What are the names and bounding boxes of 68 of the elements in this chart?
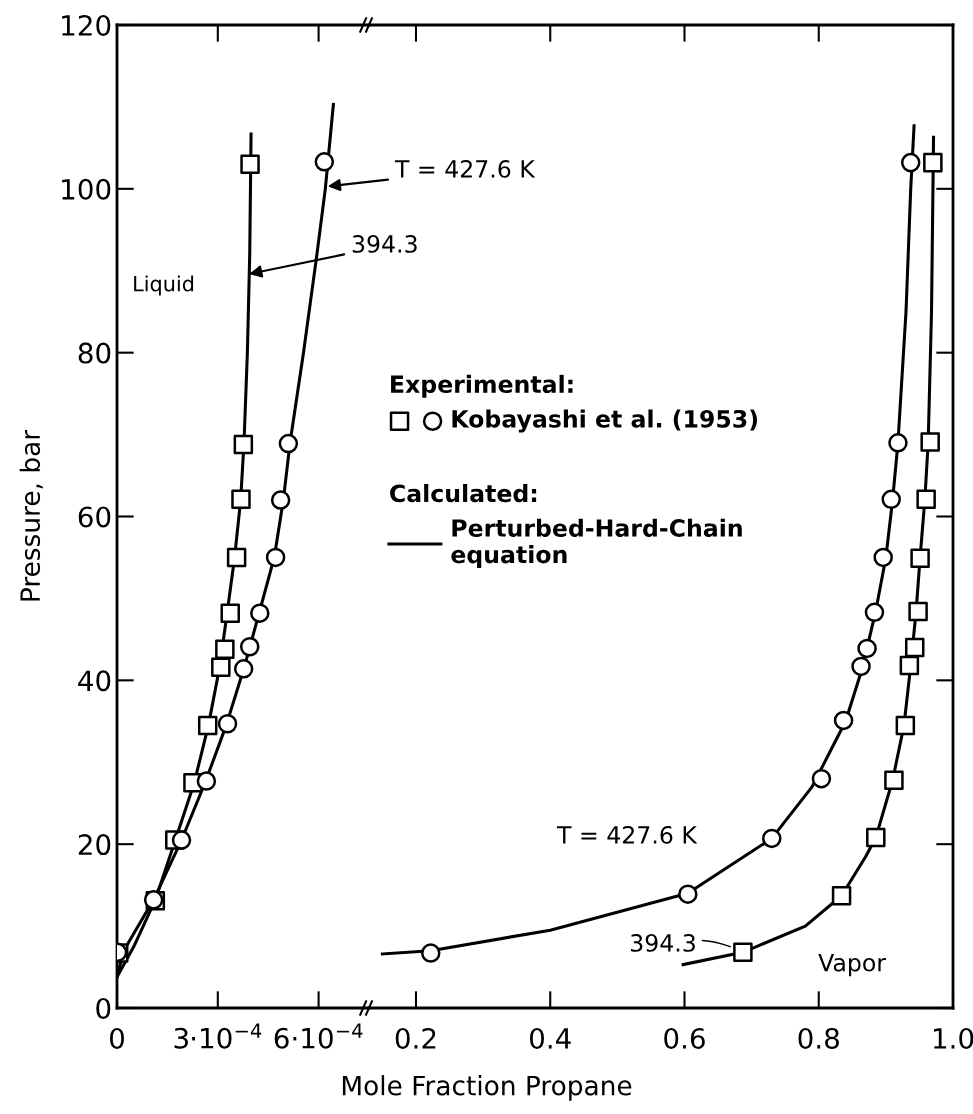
point — [196, 771, 217, 791]
annotation: 394.3 — [352, 234, 417, 253]
y-tick-label: 20 — [78, 834, 111, 856]
point — [265, 547, 286, 568]
point — [884, 770, 904, 791]
y-tick-label: 120 — [62, 14, 111, 36]
point — [171, 830, 192, 850]
annotation: 394.3 — [631, 933, 695, 952]
point — [239, 636, 260, 657]
point — [240, 154, 260, 175]
y-tick-label: 80 — [78, 342, 111, 364]
point — [873, 547, 893, 568]
point — [833, 710, 854, 731]
point — [215, 639, 235, 659]
point — [916, 489, 936, 510]
point — [831, 886, 852, 906]
x-tick-label: 3·10$^{−4}$ — [174, 1023, 262, 1049]
x-tick-label: 1.0 — [933, 1027, 973, 1049]
point — [881, 489, 901, 510]
point — [857, 638, 877, 659]
annotation: T = 427.6 K — [394, 159, 536, 178]
annotation: Liquid — [134, 275, 194, 296]
point — [211, 657, 231, 677]
x-axis-title: Mole Fraction Propane — [342, 1075, 632, 1101]
legend-title: Experimental: — [391, 374, 573, 398]
x-tick-label: 0.6 — [664, 1027, 705, 1049]
point — [864, 602, 885, 623]
point — [197, 715, 218, 736]
point — [923, 152, 943, 173]
point — [226, 547, 247, 568]
point — [270, 490, 291, 510]
x-tick-label: 6·10$^{−4}$ — [274, 1023, 363, 1049]
annotation: Vapor — [818, 954, 887, 977]
x-tick-label: 0.4 — [529, 1027, 571, 1049]
point — [250, 603, 270, 623]
legend-label: Kobayashi et al. (1953) — [452, 409, 758, 433]
point — [895, 715, 916, 736]
point — [278, 433, 299, 454]
point — [762, 828, 782, 849]
point — [851, 656, 871, 677]
point — [678, 884, 698, 904]
point — [888, 433, 908, 453]
point — [811, 768, 832, 789]
point — [733, 942, 753, 963]
point — [899, 655, 920, 676]
point — [866, 827, 886, 848]
point — [910, 548, 930, 569]
point — [314, 152, 335, 172]
point — [217, 713, 238, 734]
y-axis-title: Pressure, bar — [19, 429, 43, 601]
point — [908, 601, 928, 622]
y-tick-label: 100 — [62, 178, 111, 200]
point — [900, 152, 921, 173]
point — [233, 434, 254, 455]
y-tick-label: 0 — [96, 997, 111, 1019]
x-tick-label: 0.8 — [798, 1027, 839, 1049]
point — [920, 432, 940, 452]
annotation: T = 427.6 K — [556, 825, 698, 844]
annotation: Calculated: — [390, 484, 537, 503]
point — [220, 603, 240, 623]
point — [231, 489, 251, 510]
legend-label: Perturbed-Hard-Chain equation — [451, 518, 742, 568]
y-tick-label: 40 — [78, 670, 111, 692]
point — [904, 637, 925, 658]
x-tick-label: 0.2 — [395, 1027, 436, 1049]
point — [233, 659, 254, 679]
y-tick-label: 60 — [78, 506, 111, 528]
point — [421, 943, 441, 963]
